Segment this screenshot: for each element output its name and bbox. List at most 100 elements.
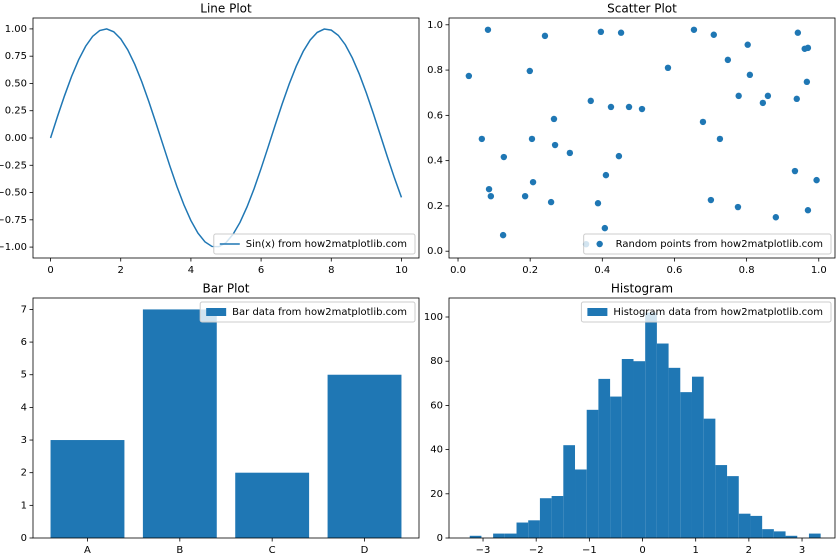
y-tick-label: 0.00 (5, 133, 27, 144)
legend-swatch (587, 308, 608, 316)
axes-background (33, 18, 419, 258)
point (690, 26, 698, 33)
point (746, 71, 754, 79)
y-tick-label: 20 (430, 489, 443, 500)
point (813, 176, 820, 184)
marks (465, 26, 820, 248)
point (764, 92, 772, 100)
point (526, 67, 534, 75)
legend-label: Bar data from how2matplotlib.com (232, 307, 407, 318)
x-tick-label: −2 (529, 545, 544, 556)
bar (327, 374, 402, 538)
point (744, 41, 751, 48)
point (487, 192, 495, 200)
y-tick-label: 0.8 (427, 65, 443, 76)
bar (142, 309, 217, 538)
x-tick-label: 0.0 (450, 265, 466, 276)
point (602, 171, 610, 179)
point (485, 185, 493, 193)
hist-bar (808, 533, 821, 538)
point (550, 115, 558, 123)
x-tick-label: 0.4 (594, 265, 610, 276)
x-tick-label: 0.6 (667, 265, 683, 276)
subplot: −1.00 −0.75 −0.50 −0.25 0.00 0.25 0.50 0.75 1.00… (0, 2, 420, 276)
point (793, 95, 800, 103)
point (724, 56, 732, 64)
point (804, 44, 812, 52)
hist-bar (762, 529, 774, 538)
bar (50, 440, 125, 538)
x-tick-label: 10 (395, 265, 408, 276)
hist-bar (645, 312, 657, 538)
point (615, 152, 623, 160)
point (716, 135, 724, 143)
bar (235, 472, 310, 538)
point (551, 141, 559, 149)
point (528, 135, 536, 143)
hist-bar (469, 535, 482, 538)
y-tick-label: 60 (430, 400, 443, 411)
axes-frame (448, 17, 836, 259)
x-tick-label: D (361, 545, 369, 556)
y-tick-label: 0.4 (427, 156, 443, 167)
hist-bar (504, 533, 517, 538)
hist-bar (575, 469, 587, 538)
chart-title: Histogram (611, 282, 673, 296)
hist-bar (785, 535, 798, 538)
legend: Random points from how2matplotlib.com (583, 233, 832, 255)
point (594, 200, 602, 207)
hist-bar (738, 513, 751, 538)
y-tick-label: 0.0 (427, 246, 443, 257)
point (794, 29, 802, 36)
y-tick-label: 6 (21, 337, 27, 348)
point (587, 97, 594, 105)
point (499, 231, 507, 239)
subplot: A B C D 0 1 2 3 4 5 6 7 Bar Plot Bar data from how2ma… (21, 282, 420, 556)
legend: Bar data from how2matplotlib.com (199, 301, 416, 323)
x-tick-label: 0 (639, 545, 645, 556)
x-tick-label: 2 (118, 265, 124, 276)
legend-swatch (206, 308, 227, 316)
point (638, 105, 646, 113)
x-tick-label: 1.0 (811, 265, 827, 276)
hist-bar (691, 376, 704, 538)
y-tick-label: 1 (21, 500, 27, 511)
point (529, 178, 537, 186)
y-tick-label: −1.00 (0, 242, 27, 253)
point (597, 28, 605, 36)
point (607, 103, 615, 111)
legend: Sin(x) from how2matplotlib.com (213, 233, 416, 255)
point (601, 224, 609, 232)
y-tick-label: 0.50 (5, 78, 27, 89)
subplot: 0.0 0.2 0.4 0.6 0.8 1.0 0.0 0.2 0.4 0.6 0.8 1.0 Scat… (427, 2, 836, 276)
hist-bar (551, 496, 564, 538)
hist-bar (539, 498, 552, 538)
y-tick-label: −0.50 (0, 188, 27, 199)
point (566, 149, 574, 157)
x-tick-label: 2 (746, 545, 752, 556)
hist-bar (703, 418, 716, 538)
hist-bar (516, 522, 529, 538)
x-tick-label: 0.2 (522, 265, 538, 276)
hist-bar (633, 361, 646, 538)
y-tick-label: 2 (21, 468, 27, 479)
axes-background (449, 18, 835, 258)
legend-swatch (596, 240, 603, 248)
hist-bar (493, 533, 505, 538)
point (804, 207, 812, 214)
x-tick-label: 3 (799, 545, 805, 556)
hist-bar (586, 409, 599, 538)
y-tick-label: 4 (21, 402, 27, 413)
x-tick-label: −3 (476, 545, 491, 556)
y-tick-label: 3 (21, 435, 27, 446)
x-tick-label: B (176, 545, 183, 556)
y-tick-label: 1.00 (5, 24, 27, 35)
marks (469, 312, 821, 538)
point (735, 92, 742, 100)
point (772, 214, 780, 221)
hist-bar (563, 445, 576, 538)
point (484, 26, 492, 33)
chart-title: Scatter Plot (607, 2, 677, 16)
